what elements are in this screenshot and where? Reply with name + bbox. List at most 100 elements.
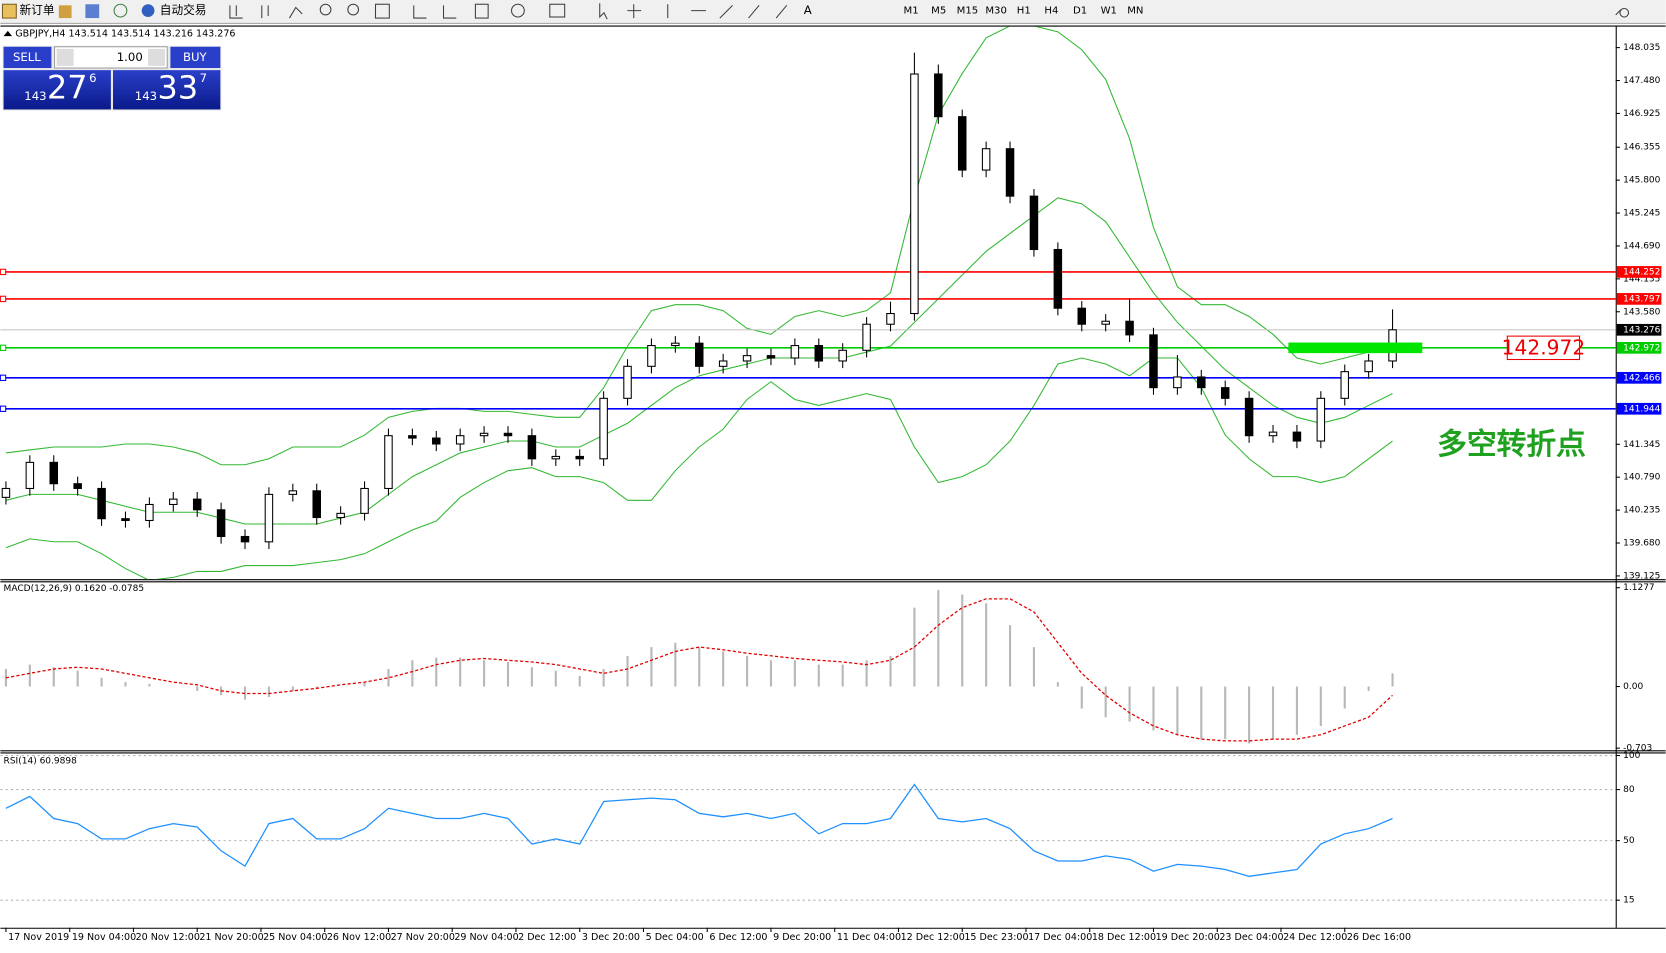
timeframe[interactable]: H1 [1017,6,1031,17]
lot-input[interactable] [54,46,168,69]
panel-label: MACD(12,26,9) 0.1620 -0.0785 [4,584,145,594]
tile[interactable] [374,3,390,19]
candle-body [432,437,441,445]
trade-panel: SELL 1.00 BUY 143 27 6 143 33 7 [2,45,222,111]
x-tick-label: 29 Nov 04:00 [454,932,518,943]
level-anchor [0,295,7,303]
search[interactable] [1615,7,1630,18]
candle-body [934,73,943,118]
candle-body [1125,320,1134,336]
lot-down[interactable] [56,48,74,66]
candle-body [312,490,321,519]
icon[interactable] [1,3,17,19]
candle-body [790,345,800,359]
y-tick-label: 140.235 [1623,506,1660,516]
timeframe[interactable]: MN [1127,6,1143,17]
tool-icons [229,3,1630,20]
lot-up[interactable] [148,48,166,66]
frames [0,25,1666,929]
buy-price-box[interactable] [113,70,221,110]
y-tick-label: 144.690 [1623,241,1661,251]
timeframe[interactable]: M15 [957,6,979,17]
sell-price-box[interactable] [3,70,111,110]
candle-body [145,503,154,522]
timeframe[interactable]: M5 [931,6,946,17]
templates[interactable] [549,3,566,18]
candle-body [862,323,871,351]
chart-type-icons[interactable] [229,5,303,19]
level-anchor [0,374,7,382]
candle-body [1220,387,1230,399]
sell-label[interactable]: SELL [13,50,41,64]
y-tick-label: 141.345 [1623,440,1660,450]
x-tick-label: 23 Dec 04:00 [1219,932,1283,943]
timeframes: M1 M5 M15 M30 H1 H4 D1 W1 MN [904,6,1144,17]
icon[interactable] [85,4,100,19]
candle-body [336,512,345,519]
sell-pips: 27 [47,68,88,106]
timeframe[interactable]: M30 [985,6,1007,17]
candle-body [671,342,680,347]
timeframe[interactable]: H4 [1044,6,1058,17]
sell-button[interactable] [3,46,52,69]
y-tick-label: 0.00 [1623,682,1643,692]
icon[interactable] [113,3,128,18]
level-anchor [0,405,7,412]
candle-body [240,535,250,543]
timeframe[interactable]: D1 [1073,6,1087,17]
x-tick-label: 17 Dec 04:00 [1028,932,1092,943]
indicator-plot [4,590,1394,744]
icon[interactable] [58,5,72,19]
auto-trading[interactable]: 自动交易 [160,3,207,17]
icon[interactable] [141,4,155,18]
scroll-icons[interactable] [413,5,457,19]
x-tick-label: 2 Dec 12:00 [518,932,576,943]
candle-body [1268,431,1278,437]
buy-button[interactable] [170,46,221,69]
candle-body [623,365,632,399]
candle-body [1316,397,1326,442]
y-tick-label: 80 [1623,785,1635,795]
x-tick-label: 17 Nov 2019 [8,932,69,943]
candle-body [384,435,393,489]
candle-body [694,342,704,367]
indicators[interactable] [474,3,489,19]
x-tick-label: 25 Nov 04:00 [263,932,327,943]
y-tick-label: 1.1277 [1623,583,1655,593]
y-tick-label: 15 [1623,896,1634,906]
draw-icons[interactable] [599,3,788,20]
x-tick-label: 12 Dec 12:00 [901,932,965,943]
zoom-out[interactable] [347,3,360,16]
level-tag-label: 143.797 [1623,294,1660,304]
candle-body [647,345,656,367]
timeframe[interactable]: W1 [1101,6,1117,17]
zoom-in[interactable] [319,3,332,16]
candle-body [121,518,130,522]
buy-label[interactable]: BUY [183,50,208,64]
timeframe[interactable]: M1 [904,6,919,17]
candle-body [1029,195,1039,251]
candle-body [1149,334,1158,389]
bollinger-band [5,197,1393,525]
y-tick-label: 144.135 [1623,274,1660,284]
x-tick-label: 19 Dec 20:00 [1156,932,1220,943]
candle-body [838,349,847,362]
candle-body [192,498,202,511]
candle-body [49,461,59,485]
x-tick-label: 9 Dec 20:00 [773,932,831,943]
candle-body [910,73,919,315]
periods[interactable] [510,3,525,18]
x-tick-label: 6 Dec 12:00 [709,932,767,943]
text-tool[interactable]: A [804,3,812,17]
zone-label-box [1506,335,1581,361]
candle-body [1173,376,1182,389]
level-anchor [0,344,7,352]
x-tick-label: 26 Dec 16:00 [1347,932,1411,943]
lot-value[interactable]: 1.00 [117,50,143,64]
buy-fraction: 7 [200,71,207,85]
new-order[interactable]: 新订单 [19,3,54,17]
candle-body [527,435,537,460]
bollinger-band [5,26,1393,466]
